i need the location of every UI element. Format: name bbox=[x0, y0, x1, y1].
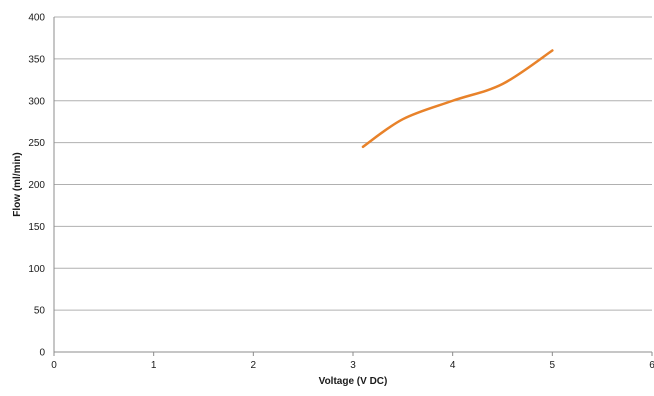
x-tick-label: 1 bbox=[151, 360, 157, 371]
y-tick-label: 50 bbox=[34, 306, 46, 317]
x-axis-title: Voltage (V DC) bbox=[319, 376, 388, 387]
series-group bbox=[361, 49, 554, 149]
y-tick-label: 400 bbox=[28, 13, 45, 24]
y-tick-label: 300 bbox=[28, 96, 45, 107]
gridlines bbox=[54, 16, 652, 311]
y-tick-label: 350 bbox=[28, 54, 45, 65]
y-tick-labels: 0 50 100 150 200 250 300 350 400 bbox=[28, 13, 45, 359]
y-tick-label: 100 bbox=[28, 264, 45, 275]
x-tick-label: 4 bbox=[450, 360, 456, 371]
x-tick-label: 0 bbox=[51, 360, 57, 371]
y-axis-title: Flow (ml/min) bbox=[12, 152, 23, 216]
x-tick-label: 6 bbox=[649, 360, 654, 371]
x-tick-label: 3 bbox=[350, 360, 356, 371]
y-tick-label: 250 bbox=[28, 138, 45, 149]
series-line-0 bbox=[361, 49, 554, 149]
y-tick-label: 200 bbox=[28, 180, 45, 191]
x-tick-label: 2 bbox=[251, 360, 257, 371]
y-tick-label: 150 bbox=[28, 222, 45, 233]
x-tick-labels: 0 1 2 3 4 5 6 bbox=[51, 352, 654, 371]
x-tick-label: 5 bbox=[550, 360, 556, 371]
y-tick-label: 0 bbox=[39, 348, 45, 359]
